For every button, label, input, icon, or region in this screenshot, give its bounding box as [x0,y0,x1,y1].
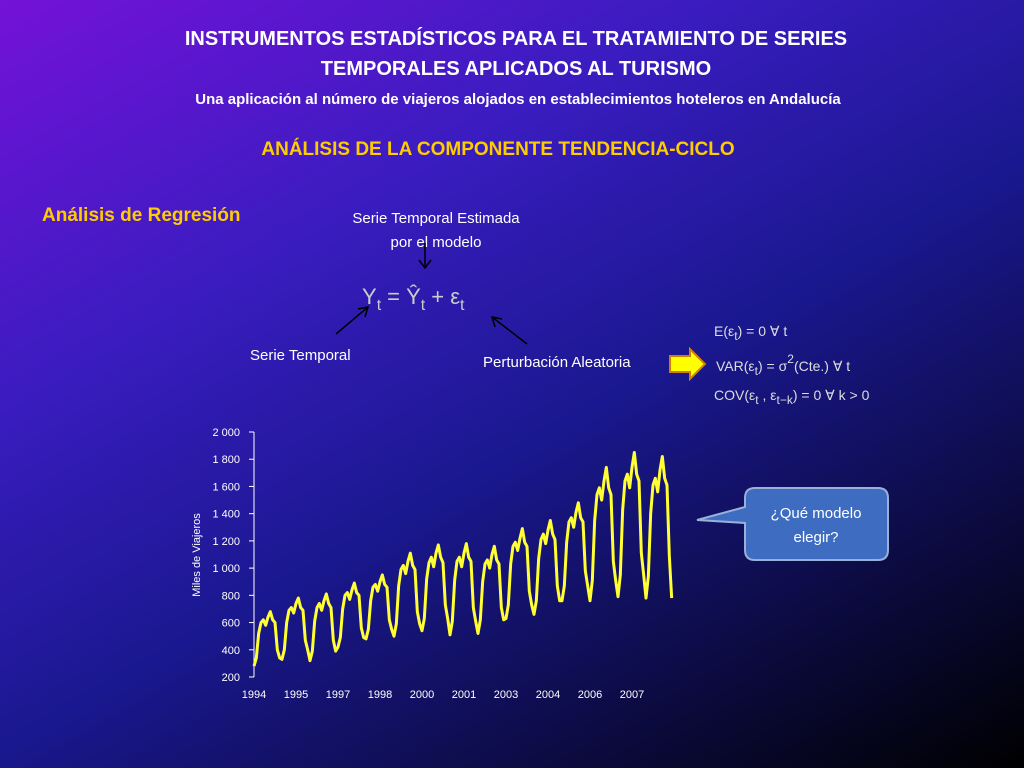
arrow [490,316,528,345]
part: t [755,393,759,407]
callout-text: ¿Qué modelo [771,505,862,522]
part: ) = σ [758,358,788,374]
callout-text: elegir? [793,529,838,546]
arrow-head [418,259,432,270]
title: TEMPORALES APLICADOS AL TURISMO [321,58,711,80]
assumption: E(εt) = 0 ∀ t [714,323,787,343]
formula-part: t [377,297,382,314]
part: t [734,329,738,343]
y-axis-label: Miles de Viajeros [191,513,203,597]
x-tick-label: 2007 [620,689,644,701]
y-tick-label: 200 [222,672,240,684]
x-tick-label: 1995 [284,689,308,701]
label: Serie Temporal [250,347,351,364]
part: (Cte.) ∀ t [794,358,850,374]
part: VAR(ε [716,358,755,374]
part: t−k [777,393,794,407]
label: Perturbación Aleatoria [483,354,631,371]
regression-heading: Análisis de Regresión [42,205,241,226]
x-tick-label: 1994 [242,689,266,701]
label: Serie Temporal Estimada [352,210,520,227]
y-tick-label: 800 [222,590,240,602]
part: E(ε [714,323,734,339]
x-tick-label: 2004 [536,689,560,701]
x-tick-label: 2001 [452,689,476,701]
y-tick-label: 1 400 [212,509,240,521]
part: t [755,364,759,378]
x-tick-label: 2006 [578,689,602,701]
formula: Yt = Ŷt + εt [362,284,465,314]
x-tick-label: 2003 [494,689,518,701]
formula-part: + ε [431,284,460,309]
y-tick-label: 1 600 [212,481,240,493]
part: ) = 0 ∀ k > 0 [793,387,870,403]
part: COV(ε [714,387,755,403]
x-tick-label: 1997 [326,689,350,701]
callout [696,487,889,561]
assumption: VAR(εt) = σ2(Cte.) ∀ t [716,352,850,378]
data-line [252,450,674,667]
subtitle: Una aplicación al número de viajeros alo… [195,91,841,108]
formula-part: t [421,297,426,314]
chart: 200 400 600 800 1 000 1 200 1 400 1 600 1 800 2 0… [212,427,674,701]
title: INSTRUMENTOS ESTADÍSTICOS PARA EL TRATAM… [185,27,847,50]
arrow [335,306,370,335]
label: por el modelo [391,234,482,251]
y-tick-label: 1 000 [212,563,240,575]
x-tick-label: 1998 [368,689,392,701]
formula-part: Y [362,284,377,309]
block-arrow [669,346,707,382]
y-tick-label: 600 [222,618,240,630]
section-heading: ANÁLISIS DE LA COMPONENTE TENDENCIA-CICL… [261,138,734,160]
formula-part: = Ŷ [387,284,421,309]
part: ) = 0 ∀ t [738,323,788,339]
part: 2 [787,352,794,366]
assumption: COV(εt , εt−k) = 0 ∀ k > 0 [714,387,870,407]
y-tick-label: 2 000 [212,427,240,439]
formula-part: t [460,297,465,314]
part: , ε [759,387,777,403]
x-tick-label: 2000 [410,689,434,701]
y-tick-label: 1 200 [212,536,240,548]
y-tick-label: 400 [222,645,240,657]
y-tick-label: 1 800 [212,454,240,466]
